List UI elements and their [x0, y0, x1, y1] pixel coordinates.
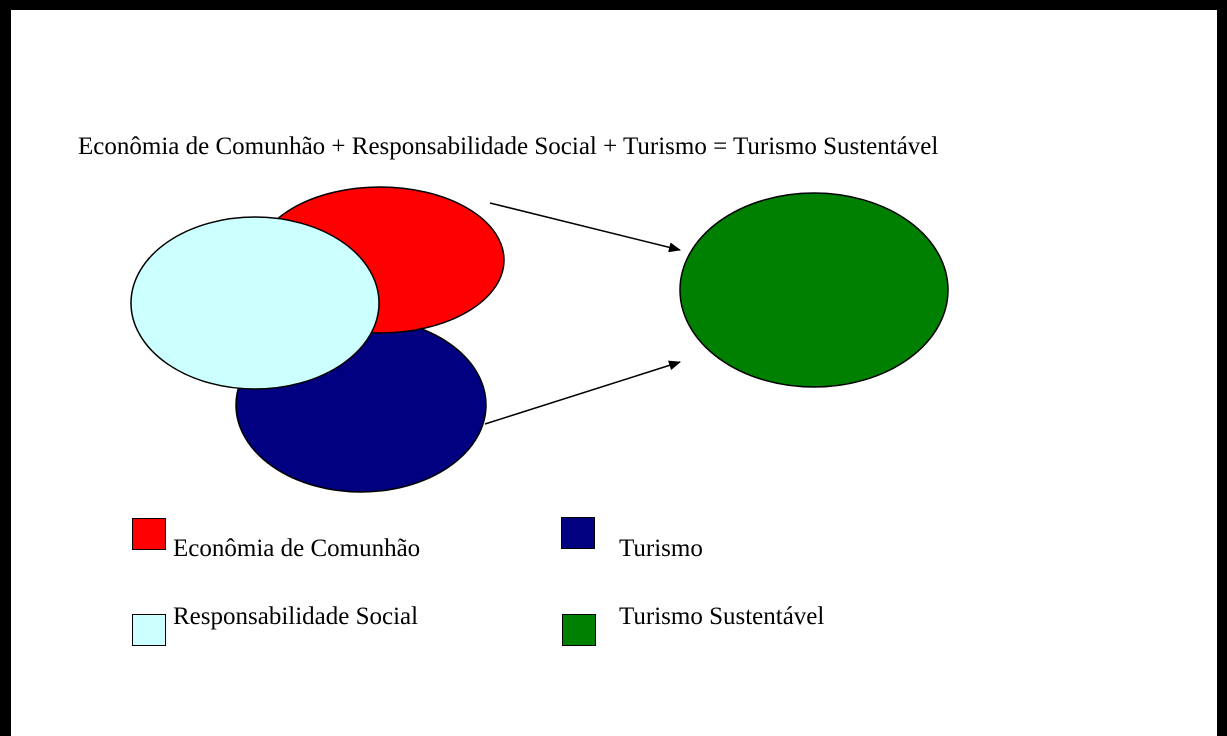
legend-label-economia: Econômia de Comunhão — [173, 535, 421, 562]
equation-title: Econômia de Comunhão + Responsabilidade … — [78, 133, 939, 160]
economia-swatch — [132, 518, 166, 550]
turismo-swatch — [561, 517, 595, 549]
responsabilidade-swatch — [132, 614, 166, 646]
legend-label-responsabilidade: Responsabilidade Social — [173, 603, 419, 630]
legend-label-turismo: Turismo — [619, 535, 703, 562]
responsabilidade-ellipse — [130, 216, 380, 390]
legend-label-sustentavel: Turismo Sustentável — [619, 603, 825, 630]
sustentavel-swatch — [562, 614, 596, 646]
sustentavel-ellipse — [679, 192, 949, 388]
arrow-economia-to-sustentavel — [489, 202, 681, 253]
arrow-turismo-to-sustentavel — [484, 360, 681, 425]
